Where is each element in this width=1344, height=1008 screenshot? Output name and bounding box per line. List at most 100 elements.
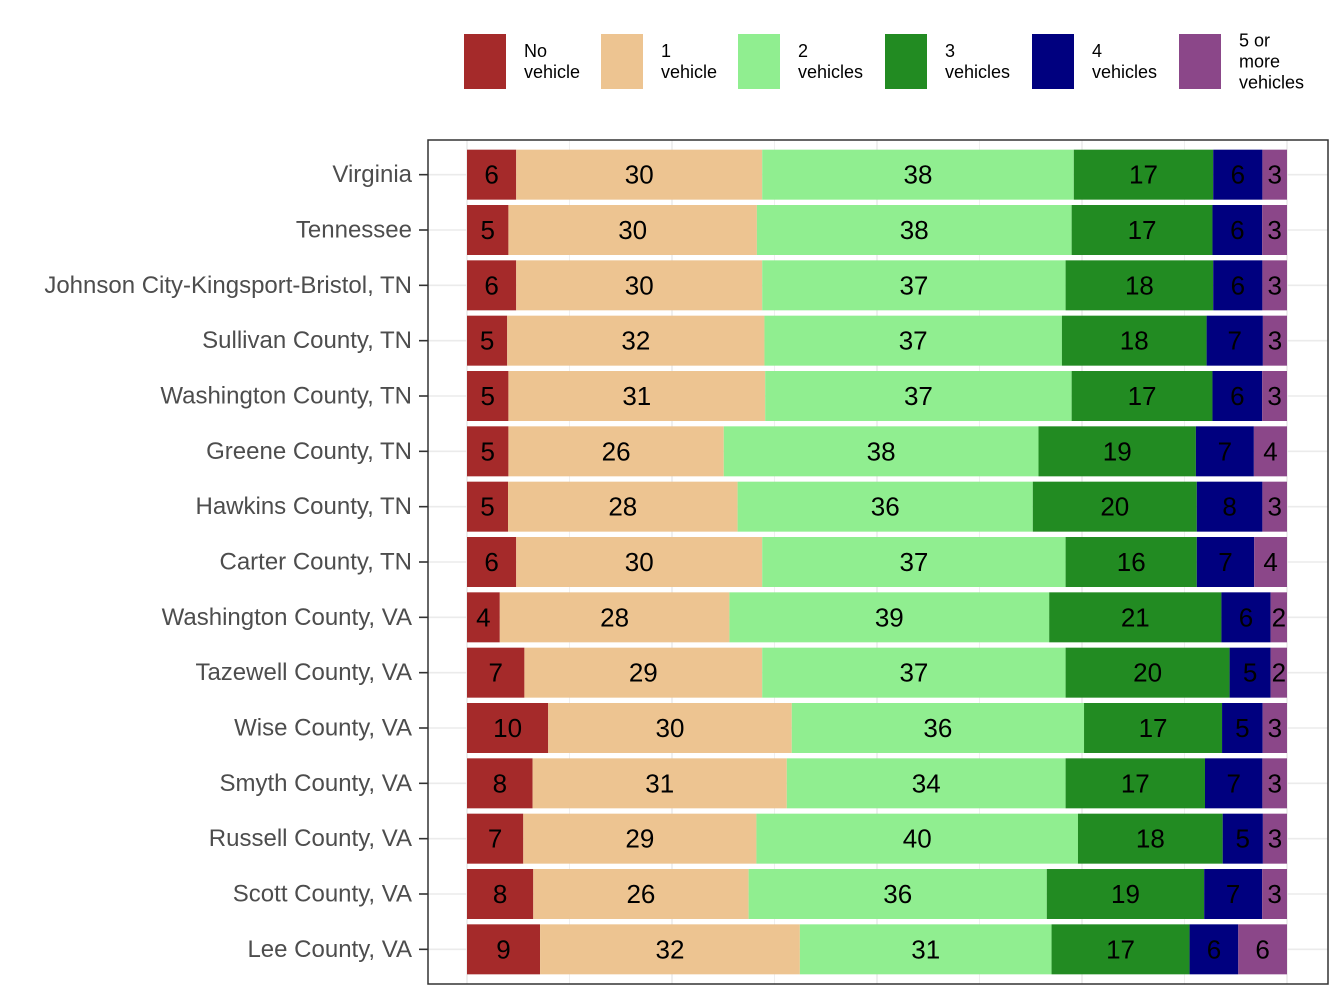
bar-value-label: 8 — [493, 768, 507, 798]
bar-value-label: 7 — [488, 824, 502, 854]
bar-value-label: 3 — [1268, 326, 1282, 356]
bar-segment — [467, 315, 508, 366]
bar-segment — [467, 205, 509, 255]
y-axis-tick-label: Hawkins County, TN — [195, 493, 412, 520]
bar-value-label: 26 — [602, 436, 631, 466]
bar-value-label: 17 — [1106, 934, 1135, 964]
bar-value-label: 4 — [1263, 436, 1277, 466]
bar-segment — [1262, 260, 1287, 311]
legend-swatch — [1032, 34, 1074, 89]
bar-segment — [1205, 758, 1263, 809]
bar-value-label: 4 — [1263, 547, 1277, 577]
y-axis-tick-label: Russell County, VA — [209, 825, 412, 852]
legend-label: No vehicle — [524, 41, 580, 82]
bar-value-label: 19 — [1111, 879, 1140, 909]
y-axis-tick-label: Tazewell County, VA — [195, 659, 412, 686]
bar-segment — [1262, 703, 1287, 753]
bar-value-label: 6 — [1207, 934, 1221, 964]
bar-value-label: 37 — [899, 326, 928, 356]
bar-segment — [467, 371, 509, 421]
bar-value-label: 29 — [629, 658, 658, 688]
bar-value-label: 37 — [899, 270, 928, 300]
bar-segment — [1222, 813, 1263, 864]
bar-value-label: 31 — [911, 934, 940, 964]
bar-value-label: 37 — [899, 547, 928, 577]
bar-value-label: 36 — [883, 879, 912, 909]
bar-segment — [499, 592, 730, 643]
bar-segment — [1262, 149, 1287, 200]
bar-segment — [723, 426, 1039, 477]
bar-value-label: 3 — [1267, 270, 1281, 300]
bar-value-label: 30 — [656, 713, 685, 743]
bar-segment — [1073, 149, 1214, 200]
bar-segment — [1270, 647, 1287, 698]
bar-segment — [1213, 149, 1263, 200]
legend-label: 3 vehicles — [945, 41, 1010, 82]
legend-label: 5 or more vehicles — [1239, 31, 1304, 93]
bar-value-label: 6 — [1231, 270, 1245, 300]
bar-value-label: 21 — [1121, 602, 1150, 632]
bar-segment — [1262, 371, 1287, 421]
bar-value-label: 20 — [1133, 658, 1162, 688]
bar-value-label: 6 — [1255, 934, 1269, 964]
bar-segment — [467, 592, 500, 643]
bar-value-label: 3 — [1267, 381, 1281, 411]
bar-value-label: 36 — [923, 713, 952, 743]
bar-segment — [516, 149, 763, 200]
bar-segment — [1262, 869, 1287, 919]
bar-segment — [467, 149, 517, 200]
legend-swatch — [738, 34, 780, 89]
bar-segment — [1262, 758, 1287, 809]
bar-segment — [762, 149, 1074, 200]
bar-value-label: 31 — [645, 768, 674, 798]
bar-value-label: 39 — [875, 602, 904, 632]
bar-segment — [1032, 481, 1197, 532]
bar-value-label: 7 — [1228, 326, 1242, 356]
bar-segment — [765, 371, 1072, 421]
bar-value-label: 18 — [1120, 326, 1149, 356]
bar-value-label: 2 — [1272, 658, 1286, 688]
bar-value-label: 3 — [1268, 713, 1282, 743]
bar-value-label: 30 — [625, 270, 654, 300]
bar-segment — [1051, 924, 1190, 975]
bar-segment — [1077, 813, 1223, 864]
y-axis-tick-label: Scott County, VA — [233, 881, 412, 908]
bars — [467, 149, 1287, 975]
bar-segment — [1049, 592, 1222, 643]
bar-segment — [1195, 426, 1254, 477]
bar-segment — [737, 481, 1033, 532]
bar-value-label: 3 — [1268, 824, 1282, 854]
y-axis-tick-label: Washington County, TN — [160, 383, 412, 410]
bar-value-labels: 6 30 38 17 6 35 30 38 17 6 36 30 37 18 6 35 32 37 18 7 35 31 3… — [476, 160, 1286, 965]
bar-segment — [516, 260, 763, 311]
bar-segment — [1238, 924, 1287, 975]
bar-value-label: 5 — [480, 436, 494, 466]
bar-segment — [799, 924, 1052, 975]
bar-segment — [1262, 205, 1287, 255]
bar-value-label: 6 — [1230, 381, 1244, 411]
bar-value-label: 3 — [1267, 768, 1281, 798]
bar-segment — [1065, 647, 1230, 698]
bar-segment — [762, 537, 1066, 587]
bar-value-label: 40 — [903, 824, 932, 854]
bar-segment — [729, 592, 1050, 643]
bar-segment — [1262, 481, 1287, 532]
bar-segment — [548, 703, 792, 753]
bar-segment — [467, 813, 524, 864]
bar-value-label: 5 — [480, 326, 494, 356]
bar-value-label: 18 — [1136, 824, 1165, 854]
y-axis-tick-label: Wise County, VA — [234, 715, 412, 742]
bar-segment — [786, 758, 1066, 809]
bar-value-label: 5 — [480, 381, 494, 411]
bar-segment — [1213, 260, 1263, 311]
legend-label: 2 vehicles — [798, 41, 863, 82]
bar-value-label: 6 — [1239, 602, 1253, 632]
bar-value-label: 38 — [867, 436, 896, 466]
bar-value-label: 30 — [625, 547, 654, 577]
bar-value-label: 10 — [493, 713, 522, 743]
bar-segment — [1071, 205, 1213, 255]
bar-segment — [1061, 315, 1207, 366]
bar-value-label: 17 — [1129, 160, 1158, 190]
